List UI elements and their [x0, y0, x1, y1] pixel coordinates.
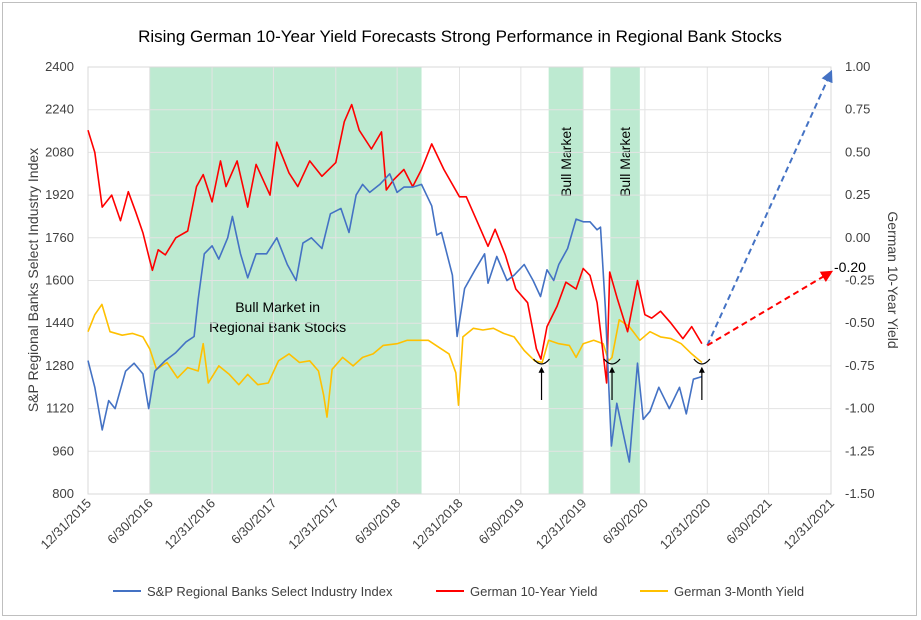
- shade-label-bull-market-2: Bull Market: [617, 127, 633, 197]
- shade-label-bull-market-1: Bull Market: [558, 127, 574, 197]
- y-right-tick-label: 0.50: [845, 144, 870, 159]
- x-tick-label: 12/31/2018: [409, 496, 466, 553]
- x-tick-label: 12/31/2016: [162, 496, 219, 553]
- y-left-tick-label: 2400: [45, 59, 74, 74]
- y-right-ticks: 1.00 0.75 0.50 0.25 0.00 -0.25 -0.50 -0.75 -1.00…: [845, 59, 875, 501]
- x-tick-label: 6/30/2017: [228, 496, 280, 548]
- shade-label-main-line-2: Regional Bank Stocks: [209, 319, 346, 335]
- y-left-tick-label: 2240: [45, 102, 74, 117]
- german-10-year-yield-line: [87, 103, 703, 384]
- y-left-tick-label: 960: [52, 443, 74, 458]
- projection-end-label: -0.20: [834, 259, 866, 275]
- y-left-tick-label: 1920: [45, 187, 74, 202]
- y-right-axis-label: German 10-Year Yield: [885, 211, 901, 348]
- x-tick-label: 6/30/2021: [723, 496, 775, 548]
- s-p-regional-banks-select-industry-index-line: [87, 173, 703, 463]
- y-left-tick-label: 800: [52, 486, 74, 501]
- y-right-tick-label: 0.25: [845, 187, 870, 202]
- legend: S&P Regional Banks Select Industry Index…: [113, 584, 804, 599]
- y-right-tick-label: 0.00: [845, 230, 870, 245]
- x-tick-label: 6/30/2020: [600, 496, 652, 548]
- y-right-tick-label: -0.50: [845, 315, 875, 330]
- x-tick-label: 6/30/2019: [475, 496, 527, 548]
- legend-label-1: S&P Regional Banks Select Industry Index: [147, 584, 393, 599]
- markers: [533, 358, 711, 400]
- legend-label-3: German 3-Month Yield: [674, 584, 804, 599]
- projection-index-line: [706, 69, 833, 346]
- y-right-tick-label: -0.75: [845, 358, 875, 373]
- x-tick-label: 12/31/2015: [37, 496, 94, 553]
- x-tick-label: 12/31/2021: [780, 496, 837, 553]
- shade-label-main-line-1: Bull Market in: [235, 299, 320, 315]
- x-ticks: 12/31/2015 6/30/2016 12/31/2016 6/30/2017 12…: [37, 496, 837, 553]
- y-left-tick-label: 1280: [45, 358, 74, 373]
- low-bracket-2: [603, 358, 621, 365]
- y-left-ticks: 2400 2240 2080 1920 1760 1600 1440 1280 1120 960 8…: [45, 59, 74, 501]
- low-bracket-3: [693, 358, 711, 365]
- x-tick-label: 6/30/2018: [352, 496, 404, 548]
- y-right-tick-label: 0.75: [845, 102, 870, 117]
- x-tick-label: 12/31/2020: [657, 496, 714, 553]
- x-tick-label: 12/31/2017: [285, 496, 342, 553]
- y-left-axis-label: S&P Regional Banks Select Industry Index: [25, 148, 41, 412]
- y-right-tick-label: -0.25: [845, 273, 875, 288]
- x-tick-label: 12/31/2019: [533, 496, 590, 553]
- projection-10-year-yield-line: [706, 270, 834, 347]
- series-lines: [87, 69, 834, 463]
- y-right-tick-label: -1.00: [845, 401, 875, 416]
- y-left-tick-label: 1120: [46, 401, 74, 416]
- low-bracket-1: [533, 358, 550, 365]
- chart-title: Rising German 10-Year Yield Forecasts St…: [138, 27, 782, 46]
- y-left-tick-label: 2080: [45, 144, 74, 159]
- x-tick-label: 6/30/2016: [104, 496, 156, 548]
- y-right-tick-label: -1.25: [845, 443, 875, 458]
- y-left-tick-label: 1760: [45, 230, 74, 245]
- y-left-tick-label: 1600: [45, 273, 74, 288]
- german-3-month-yield-line: [87, 303, 703, 418]
- y-right-tick-label: 1.00: [845, 59, 870, 74]
- y-right-tick-label: -1.50: [845, 486, 875, 501]
- y-left-tick-label: 1440: [45, 315, 74, 330]
- legend-label-2: German 10-Year Yield: [470, 584, 597, 599]
